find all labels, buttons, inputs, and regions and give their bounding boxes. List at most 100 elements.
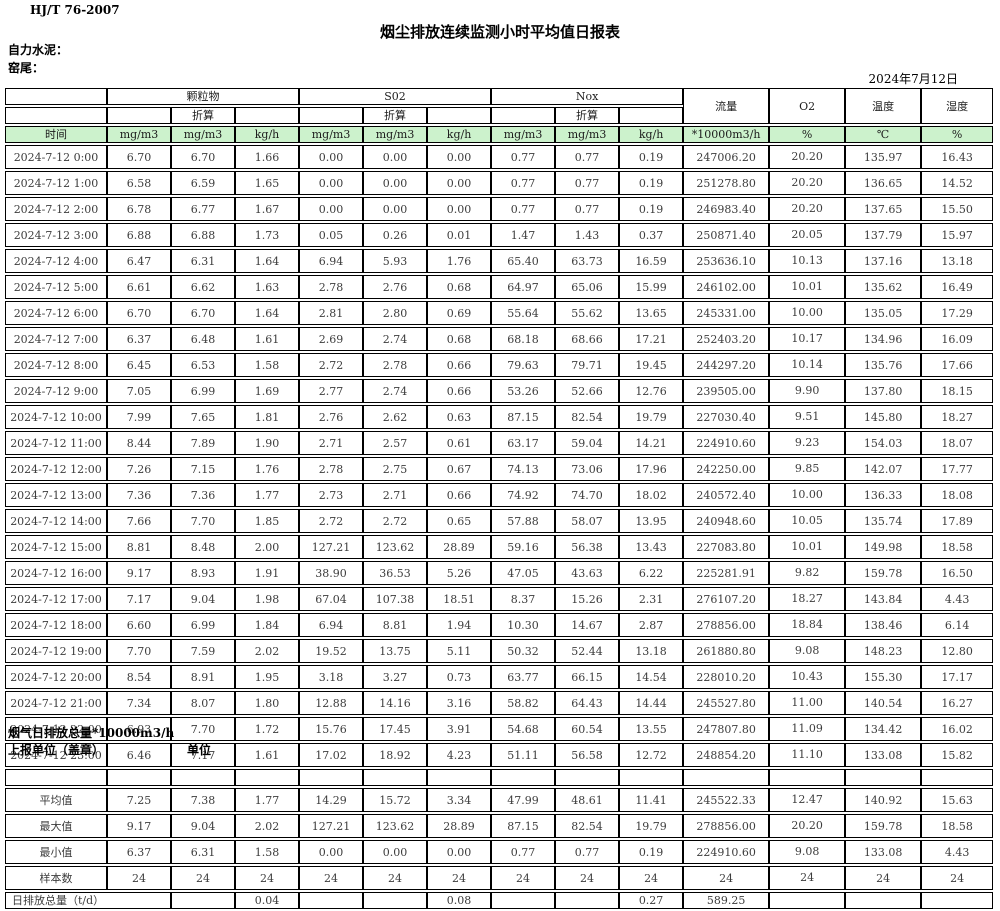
cell: 24 (555, 866, 620, 890)
cell: 6.62 (171, 275, 235, 299)
cell: 0.19 (619, 171, 684, 195)
cell: 7.59 (171, 639, 235, 663)
cell: 6.99 (171, 613, 235, 637)
unit-header-cell: % (921, 126, 994, 143)
cell: 0.63 (427, 405, 492, 429)
cell: 7.15 (171, 457, 235, 481)
cell: 59.16 (491, 535, 556, 559)
cell: 251278.80 (683, 171, 770, 195)
cell: 0.66 (427, 483, 492, 507)
row-label: 平均值 (5, 788, 107, 812)
cell: 138.46 (845, 613, 922, 637)
cell: 224910.60 (683, 840, 770, 864)
cell: 2.76 (299, 405, 364, 429)
cell: 2.77 (299, 379, 364, 403)
cell: 137.16 (845, 249, 922, 273)
cell: 13.75 (363, 639, 428, 663)
cell: 239505.00 (683, 379, 770, 403)
cell: 135.76 (845, 353, 922, 377)
cell: 1.91 (235, 561, 300, 585)
cell: 1.58 (235, 353, 300, 377)
cell: 20.05 (769, 223, 846, 247)
cell: 248854.20 (683, 743, 770, 767)
cell: 2.62 (363, 405, 428, 429)
spacer-cell (235, 107, 300, 124)
cell: 247807.80 (683, 717, 770, 741)
cell: 18.27 (769, 587, 846, 611)
page-title: 烟尘排放连续监测小时平均值日报表 (379, 23, 620, 41)
cell: 1.66 (235, 145, 300, 169)
cell: 17.96 (619, 457, 684, 481)
cell: 0.77 (555, 145, 620, 169)
cell: 2.00 (235, 535, 300, 559)
cell (107, 769, 171, 786)
cell: 1.77 (235, 788, 300, 812)
cell: 6.94 (299, 613, 364, 637)
cell: 2.78 (299, 457, 364, 481)
cell: 14.16 (363, 691, 428, 715)
cell: 2.87 (619, 613, 684, 637)
cell: 24 (299, 866, 364, 890)
cell: 0.04 (235, 892, 300, 909)
cell: 2.02 (235, 639, 300, 663)
cell: 240948.60 (683, 509, 770, 533)
cell (619, 769, 684, 786)
cell: 56.58 (555, 743, 620, 767)
group-header-so2: S02 (299, 88, 492, 105)
cell: 6.99 (171, 379, 235, 403)
cell: 12.88 (299, 691, 364, 715)
cell: 1.69 (235, 379, 300, 403)
cell: 20.20 (769, 814, 846, 838)
cell: 1.67 (235, 197, 300, 221)
cell: 3.16 (427, 691, 492, 715)
row-label: 2024-7-12 1:00 (5, 171, 107, 195)
cell: 227030.40 (683, 405, 770, 429)
cell: 0.00 (299, 197, 364, 221)
table-body: 2024-7-12 0:00 6.70 6.70 1.66 0.00 0.00 0.00 0.… (5, 145, 994, 909)
cell: 240572.40 (683, 483, 770, 507)
data-row: 2024-7-12 17:00 7.17 9.04 1.98 67.04 107.38 18… (5, 587, 994, 611)
cell: 9.90 (769, 379, 846, 403)
cell: 2.76 (363, 275, 428, 299)
data-row: 2024-7-12 7:00 6.37 6.48 1.61 2.69 2.74 0.68 68… (5, 327, 994, 351)
row-label (5, 769, 107, 786)
cell: 15.97 (921, 223, 994, 247)
cell: 6.53 (171, 353, 235, 377)
cell (171, 769, 235, 786)
cell: 15.82 (921, 743, 994, 767)
converted-header: 折算 (171, 107, 235, 124)
row-label: 2024-7-12 0:00 (5, 145, 107, 169)
cell: 2.74 (363, 327, 428, 351)
cell (491, 769, 556, 786)
blank-row (5, 769, 994, 786)
cell: 63.73 (555, 249, 620, 273)
cell (555, 892, 620, 909)
cell: 13.95 (619, 509, 684, 533)
cell (363, 892, 428, 909)
cell: 3.27 (363, 665, 428, 689)
cell: 9.04 (171, 814, 235, 838)
cell: 0.61 (427, 431, 492, 455)
cell: 68.66 (555, 327, 620, 351)
cell: 6.31 (171, 840, 235, 864)
data-row: 2024-7-12 11:00 8.44 7.89 1.90 2.71 2.57 0.61 6… (5, 431, 994, 455)
cell: 73.06 (555, 457, 620, 481)
cell: 149.98 (845, 535, 922, 559)
cell: 155.30 (845, 665, 922, 689)
cell: 16.59 (619, 249, 684, 273)
cell: 6.37 (107, 327, 171, 351)
cell: 1.94 (427, 613, 492, 637)
cell: 1.76 (427, 249, 492, 273)
header-flow: 流量 (683, 88, 770, 124)
cell: 0.00 (299, 840, 364, 864)
cell: 137.80 (845, 379, 922, 403)
row-label: 2024-7-12 16:00 (5, 561, 107, 585)
cell: 18.92 (363, 743, 428, 767)
cell: 8.81 (363, 613, 428, 637)
row-label: 2024-7-12 8:00 (5, 353, 107, 377)
cell: 6.59 (171, 171, 235, 195)
cell: 0.00 (363, 197, 428, 221)
cell: 6.88 (171, 223, 235, 247)
cell: 11.09 (769, 717, 846, 741)
row-label: 2024-7-12 5:00 (5, 275, 107, 299)
